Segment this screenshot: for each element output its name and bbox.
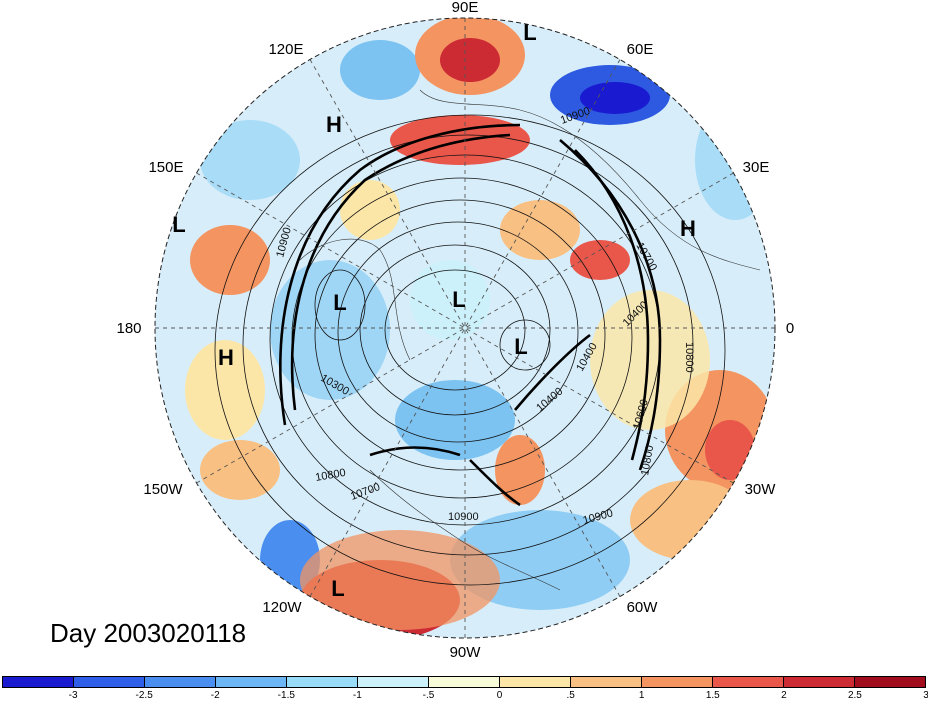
colorbar-cell — [784, 677, 855, 687]
colorbar-cell — [3, 677, 74, 687]
colorbar-labels: -3 -2.5 -2 -1.5 -1 -.5 0 .5 1 1.5 2 2.5 3 — [0, 690, 928, 702]
coastlines — [299, 89, 761, 591]
pressure-center-low: L — [172, 212, 185, 237]
jet-streams — [279, 123, 662, 507]
colorbar — [2, 676, 926, 688]
colorbar-tick-label: 2.5 — [847, 690, 862, 701]
lon-label-30w: 30W — [745, 481, 777, 498]
pressure-center-low: L — [331, 576, 344, 601]
lon-label-60w: 60W — [627, 599, 659, 616]
colorbar-cell — [642, 677, 713, 687]
contour-label: 10800 — [639, 444, 656, 476]
contour-label: 10800 — [314, 467, 346, 484]
colorbar-cell — [500, 677, 571, 687]
colorbar-tick-label: .5 — [566, 690, 575, 701]
lon-label-150e: 150E — [148, 159, 183, 176]
colorbar-tick-label: 3 — [923, 690, 928, 701]
lon-label-0: 0 — [786, 320, 794, 337]
contour-label: 10900 — [448, 511, 479, 523]
colorbar-cell — [429, 677, 500, 687]
pressure-center-high: H — [218, 345, 234, 370]
colorbar-tick-label: 0 — [496, 690, 503, 701]
colorbar-cell — [571, 677, 642, 687]
pressure-center-low: L — [333, 290, 346, 315]
lon-label-120e: 120E — [268, 41, 303, 58]
lon-label-30e: 30E — [743, 159, 770, 176]
colorbar-cell — [74, 677, 145, 687]
lon-label-90w: 90W — [450, 644, 482, 661]
lon-label-120w: 120W — [262, 599, 302, 616]
colorbar-cell — [216, 677, 287, 687]
lon-label-60e: 60E — [627, 41, 654, 58]
pressure-centers: L H L H L L L H L — [172, 20, 696, 601]
colorbar-tick-label: -1.5 — [277, 690, 295, 701]
lon-label-90e: 90E — [452, 0, 479, 16]
contour-label: 10800 — [683, 342, 695, 373]
colorbar-cell — [145, 677, 216, 687]
pressure-center-low: L — [452, 287, 465, 312]
pressure-center-high: H — [680, 216, 696, 241]
lon-label-150w: 150W — [143, 481, 183, 498]
colorbar-tick-label: -1 — [352, 690, 362, 701]
colorbar-tick-label: -2 — [210, 690, 220, 701]
colorbar-cell — [855, 677, 925, 687]
pressure-center-low: L — [514, 334, 527, 359]
colorbar-tick-label: 1 — [638, 690, 645, 701]
colorbar-cell — [713, 677, 784, 687]
globe-border — [154, 17, 776, 639]
colorbar-tick-label: -3 — [68, 690, 78, 701]
longitude-labels: 90E 60E 30E 0 30W 60W 90W 120W 150W 180 … — [116, 0, 794, 661]
colorbar-tick-label: 2 — [781, 690, 787, 701]
lon-label-180: 180 — [116, 320, 141, 337]
colorbar-tick-label: -2.5 — [135, 690, 153, 701]
day-title: Day 2003020118 — [50, 618, 247, 648]
pressure-center-high: H — [326, 112, 342, 137]
colorbar-tick-label: -.5 — [422, 690, 435, 701]
colorbar-tick-label: 1.5 — [705, 690, 720, 701]
colorbar-cell — [358, 677, 429, 687]
colorbar-cell — [287, 677, 358, 687]
pressure-center-low: L — [523, 20, 536, 45]
